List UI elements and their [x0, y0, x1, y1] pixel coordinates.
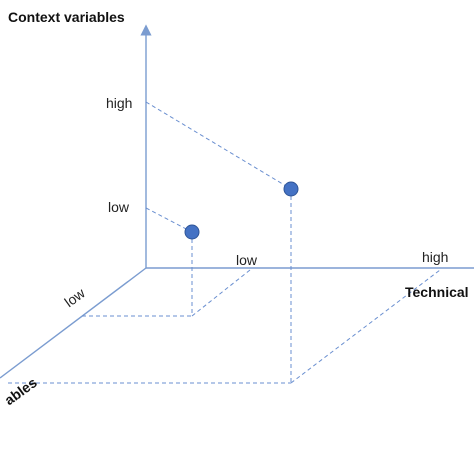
guide-low-technical	[191, 269, 251, 317]
guide-high-technical	[290, 269, 441, 384]
technical-axis-title: Technical	[405, 284, 469, 300]
context-axis-title: Context variables	[8, 9, 125, 25]
tick-technical-high: high	[422, 249, 449, 265]
tick-context-low: low	[108, 199, 130, 215]
guide-high-context	[145, 101, 292, 190]
guide-low-context	[145, 207, 193, 233]
point-high	[283, 181, 299, 197]
tick-context-high: high	[106, 95, 133, 111]
depth-axis	[0, 267, 147, 379]
point-low	[184, 224, 200, 240]
tick-technical-low: low	[236, 252, 258, 268]
